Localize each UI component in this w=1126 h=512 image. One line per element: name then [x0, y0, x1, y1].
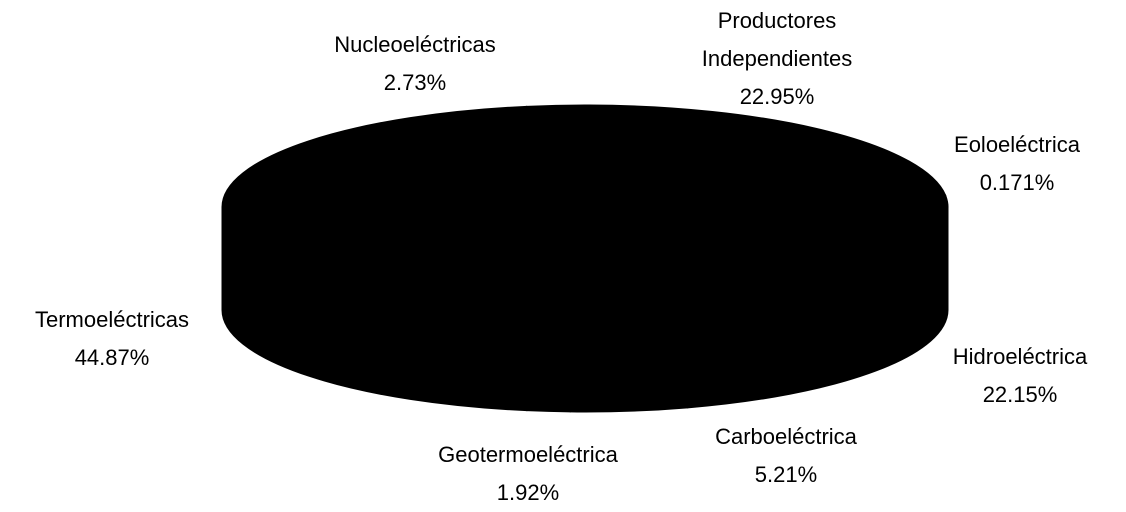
slice-label: Geotermoeléctrica 1.92% — [398, 436, 658, 512]
slice — [583, 195, 949, 306]
value-label: 22.95% — [739, 84, 815, 109]
slice-label: Hidroeléctrica 22.15% — [890, 338, 1126, 414]
value-label: 5.21% — [754, 462, 818, 487]
slice-label: Productores Independientes 22.95% — [677, 2, 877, 116]
slice-label: Termoeléctricas 44.87% — [0, 301, 242, 377]
slice-label: Eoloeléctrica 0.171% — [887, 126, 1126, 202]
category-label: Geotermoeléctrica — [438, 442, 618, 467]
value-label: 1.92% — [496, 480, 560, 505]
category-label: Productores Independientes — [701, 8, 853, 71]
category-label: Termoeléctricas — [34, 307, 190, 332]
slice — [221, 105, 586, 309]
value-label: 44.87% — [74, 345, 150, 370]
slice-label: Nucleoeléctricas 2.73% — [285, 26, 545, 102]
slice-label: Carboeléctrica 5.21% — [656, 418, 916, 494]
value-label: 2.73% — [383, 70, 447, 95]
slice — [584, 104, 947, 208]
slice-side — [569, 304, 689, 413]
value-label: 0.171% — [979, 170, 1055, 195]
value-label: 22.15% — [982, 382, 1058, 407]
category-label: Carboeléctrica — [715, 424, 857, 449]
slice-side — [526, 307, 571, 413]
category-label: Nucleoeléctricas — [334, 32, 496, 57]
slice — [525, 206, 586, 310]
category-label: Eoloeléctrica — [954, 132, 1080, 157]
category-label: Hidroeléctrica — [952, 344, 1088, 369]
